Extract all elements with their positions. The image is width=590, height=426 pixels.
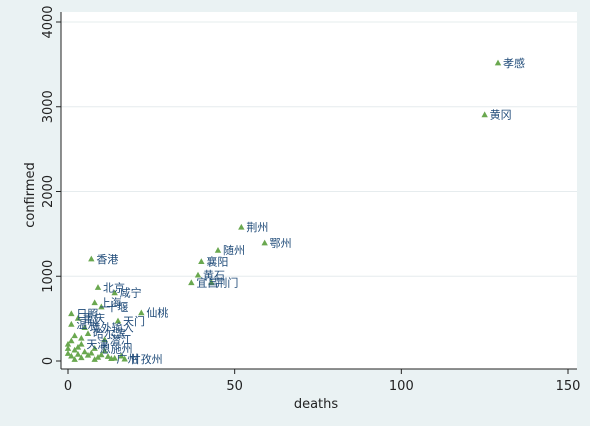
- data-label: 十堰: [106, 300, 128, 314]
- data-point: [64, 345, 72, 351]
- data-label: 荆州: [246, 221, 268, 234]
- axes: 0 1000 2000 3000 4000 0 50 100 150: [41, 5, 580, 394]
- data-label: 鄂州: [270, 237, 292, 250]
- data-point: [261, 239, 268, 246]
- plot-area: [61, 12, 577, 369]
- data-point: [88, 349, 95, 356]
- data-point: [91, 356, 98, 362]
- data-point: [494, 59, 502, 66]
- data-label: 广州: [116, 352, 138, 365]
- data-label: 孝感: [503, 57, 525, 70]
- data-point: [64, 350, 72, 356]
- data-point: [84, 351, 92, 358]
- data-point: [94, 353, 102, 360]
- data-label: 恩施州: [100, 342, 133, 355]
- data-point: [111, 289, 118, 296]
- data-point: [71, 332, 78, 339]
- data-label: 日照: [76, 308, 98, 321]
- data-label: 境外输入: [90, 320, 134, 334]
- data-label: 北京: [103, 280, 125, 294]
- data-label: 咸宁: [120, 286, 142, 300]
- data-point: [118, 352, 125, 359]
- y-tick-label: 4000: [41, 5, 56, 38]
- x-axis-title: deaths: [294, 397, 339, 412]
- data-point: [71, 356, 78, 362]
- data-point: [74, 351, 82, 357]
- data-point: [101, 336, 108, 342]
- x-tick-label: 150: [556, 379, 581, 394]
- data-point: [111, 354, 118, 361]
- data-point: [198, 258, 205, 264]
- data-point: [68, 310, 75, 317]
- data-point: [88, 255, 95, 262]
- data-point: [114, 317, 122, 324]
- data-point: [214, 247, 222, 253]
- data-point: [98, 351, 105, 358]
- grid-lines: [61, 21, 577, 277]
- data-label: 宜昌: [196, 276, 218, 290]
- data-point: [101, 347, 108, 354]
- data-point: [68, 320, 75, 327]
- data-point: [91, 345, 98, 351]
- data-point: [78, 354, 85, 361]
- data-point: [121, 355, 128, 362]
- data-label: 襄阳: [206, 254, 228, 268]
- y-tick-label: 0: [41, 357, 56, 365]
- data-point: [74, 343, 82, 350]
- data-point: [81, 348, 88, 355]
- data-label: 甘孜州: [130, 352, 163, 366]
- data-point: [64, 340, 72, 347]
- data-point: [74, 315, 82, 321]
- data-label: 潜江: [110, 332, 132, 346]
- data-label: 温州: [76, 318, 98, 331]
- data-label: 仙桃: [146, 306, 168, 320]
- data-point: [138, 309, 145, 316]
- y-axis-title: confirmed: [23, 162, 38, 228]
- x-tick-label: 100: [389, 379, 414, 394]
- y-tick-label: 3000: [41, 90, 56, 123]
- x-tick-label: 50: [226, 379, 243, 394]
- data-point: [194, 271, 202, 278]
- data-point: [481, 111, 488, 118]
- data-point: [81, 324, 88, 330]
- data-point: [71, 346, 78, 353]
- data-label: 天津: [86, 338, 108, 351]
- data-point: [84, 330, 92, 337]
- data-label: 荆门: [216, 275, 238, 289]
- data-label: 哈尔滨: [93, 326, 126, 340]
- data-point: [238, 223, 245, 230]
- data-point: [91, 299, 98, 306]
- data-points: [64, 59, 502, 362]
- data-point: [78, 340, 85, 347]
- data-point: [208, 279, 215, 285]
- data-label: 上海: [100, 296, 122, 310]
- data-point: [104, 353, 112, 359]
- data-point: [78, 334, 85, 341]
- data-point: [68, 352, 75, 359]
- data-label: 重庆: [83, 311, 105, 325]
- data-point: [94, 284, 102, 290]
- data-label: 天门: [123, 314, 145, 328]
- data-label: 黄石: [203, 268, 225, 282]
- data-label: 香港: [96, 253, 118, 266]
- data-label: 随州: [223, 243, 245, 257]
- data-point: [98, 303, 105, 310]
- data-point: [188, 279, 195, 286]
- y-tick-label: 1000: [41, 260, 56, 293]
- data-point: [68, 337, 75, 344]
- x-tick-label: 0: [64, 379, 72, 394]
- data-label: 黄冈: [490, 108, 512, 122]
- y-tick-label: 2000: [41, 175, 56, 208]
